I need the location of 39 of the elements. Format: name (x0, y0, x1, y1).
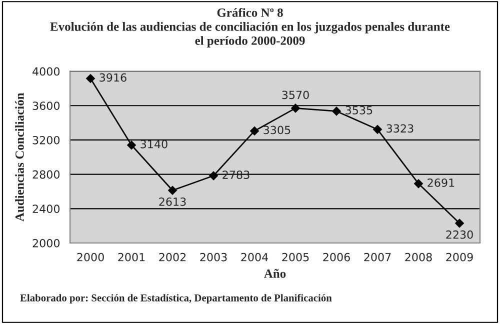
point (127, 140, 136, 150)
y-tick-label: 4000 (32, 67, 60, 76)
x-tick-label: 2002 (159, 252, 186, 262)
chart-title: Gráfico Nº 8 Evolución de las audiencias de conciliación en los juzgados penales durante el período 2000-2009 (50, 8, 450, 48)
x-tick-label: 2008 (405, 252, 432, 262)
data-label: 2230 (446, 230, 473, 239)
point (168, 186, 177, 195)
point (455, 218, 464, 228)
data-label: 2613 (159, 198, 186, 206)
y-tick-label: 2800 (32, 170, 60, 179)
point (291, 104, 300, 113)
data-label: 2691 (428, 178, 454, 187)
data-label: 3570 (282, 90, 309, 100)
y-tick-label: 2000 (32, 238, 60, 248)
data-label: 3535 (346, 106, 372, 114)
x-tick-label: 2003 (200, 252, 227, 262)
point (332, 106, 341, 116)
text: Elaborado por: Sección de Estadística, Departamento de Planificación (20, 294, 332, 304)
y-tick-label: 3200 (32, 136, 60, 144)
point (373, 124, 382, 134)
x-tick-label: 2009 (446, 252, 473, 262)
x-tick-label: 2005 (282, 252, 309, 262)
x-axis-title: Año (264, 269, 286, 278)
x-tick-label: 2000 (77, 252, 104, 262)
point (86, 74, 95, 83)
y-tick-label: 2400 (32, 204, 60, 214)
data-label: 3916 (100, 73, 126, 82)
point (250, 126, 259, 136)
y-tick-label: 3600 (32, 102, 60, 110)
data-label: 3305 (264, 126, 290, 134)
x-tick-label: 2007 (364, 252, 391, 262)
x-tick-label: 2004 (241, 252, 268, 262)
point (209, 171, 218, 180)
data-label: 3140 (140, 140, 168, 148)
x-tick-label: 2001 (118, 252, 145, 262)
y-axis-title: Audiencias Conciliación (15, 92, 24, 222)
data-label: 3323 (386, 124, 414, 133)
x-tick-label: 2006 (323, 252, 350, 262)
point (414, 179, 423, 188)
